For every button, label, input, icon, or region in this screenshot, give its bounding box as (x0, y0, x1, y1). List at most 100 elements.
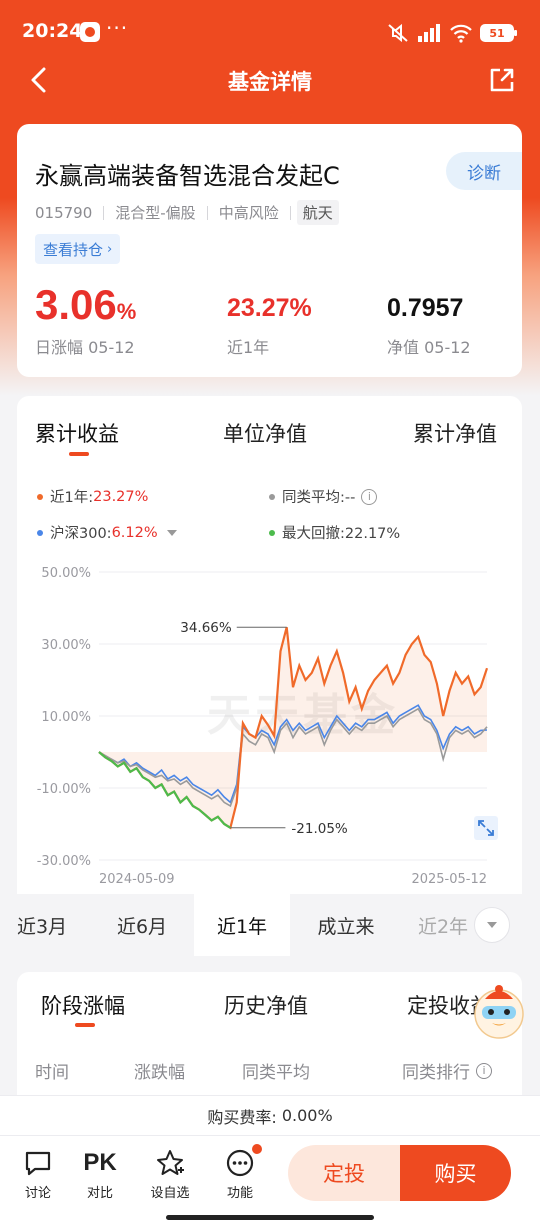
status-time: 20:24 (22, 20, 83, 42)
tab-unit-nav[interactable]: 单位净值 (223, 422, 307, 446)
discuss-label: 讨论 (24, 1186, 51, 1201)
mute-icon (388, 23, 408, 43)
fee-label: 购买费率: (207, 1107, 277, 1127)
return-chart[interactable]: 50.00% 30.00% 10.00% -10.00% -30.00% 天天基金 34.6… (17, 560, 522, 890)
range-6m[interactable]: 近6月 (116, 915, 168, 938)
range-3m[interactable]: 近3月 (16, 915, 68, 938)
legend-peer: 同类平均:-- i (269, 486, 378, 507)
more-functions-icon (226, 1149, 254, 1177)
buy-button[interactable]: 购买 (400, 1145, 511, 1201)
active-tab-indicator (75, 1023, 95, 1027)
fund-area (99, 627, 487, 828)
sip-button[interactable]: 定投 (288, 1145, 400, 1201)
one-year-return-label: 近1年 (227, 338, 270, 357)
page-title: 基金详情 (228, 70, 312, 94)
tab-cumulative-return[interactable]: 累计收益 (35, 422, 119, 446)
daily-change-label: 日涨幅 05-12 (35, 338, 135, 357)
compare-button[interactable]: PK 对比 (74, 1148, 126, 1201)
signal-icon (418, 24, 440, 42)
x-tick-label-start: 2024-05-09 (99, 872, 175, 887)
fund-type: 混合型-偏股 (115, 204, 196, 222)
info-icon[interactable]: i (476, 1062, 492, 1079)
legend-dot (37, 493, 43, 500)
status-bar: 20:24 ··· 51 (0, 0, 540, 62)
legend-peer-label: 同类平均:-- (282, 490, 356, 506)
chat-bubble-icon (25, 1151, 51, 1176)
compare-label: 对比 (86, 1186, 113, 1201)
chart-tabs: 累计收益 单位净值 累计净值 (17, 418, 522, 458)
legend-dot (37, 529, 43, 536)
y-tick-label: 50.00% (41, 566, 91, 581)
discuss-button[interactable]: 讨论 (12, 1148, 64, 1201)
divider (103, 205, 105, 220)
legend-dot (269, 529, 275, 536)
y-tick-label: -30.00% (37, 854, 91, 869)
tab-stage-return[interactable]: 阶段涨幅 (41, 994, 125, 1018)
theme-tag[interactable]: 航天 (296, 200, 339, 225)
chevron-down-icon (487, 922, 497, 928)
watchlist-label: 设自选 (150, 1186, 190, 1201)
back-icon[interactable] (26, 66, 54, 94)
fund-name: 永赢高端装备智选混合发起C (35, 162, 340, 190)
legend-fund-value: 23.27% (93, 488, 149, 505)
info-icon[interactable]: i (361, 488, 378, 505)
more-notifications-icon: ··· (106, 16, 129, 40)
notification-dot (252, 1144, 262, 1154)
one-year-return-value: 23.27% (227, 294, 312, 322)
weibo-app-icon (80, 22, 100, 42)
x-tick-label-end: 2025-05-12 (411, 872, 487, 887)
range-2y[interactable]: 近2年 (417, 915, 469, 938)
active-tab-indicator (69, 452, 89, 456)
pk-icon: PK (83, 1149, 117, 1176)
share-icon[interactable] (488, 66, 516, 94)
net-value-label: 净值 05-12 (387, 338, 471, 357)
series-line-peer (98, 707, 488, 808)
y-tick-label: 30.00% (41, 638, 91, 653)
daily-change: 3.06% 日涨幅 05-12 (35, 281, 136, 358)
chart-card: 累计收益 单位净值 累计净值 近1年: 23.27% 同类平均:-- i 沪深3… (17, 396, 522, 956)
range-selector: 近3月 近6月 近1年 成立来 近2年 (0, 894, 522, 956)
col-change: 涨跌幅 (134, 1063, 185, 1083)
dropdown-caret-icon (166, 529, 177, 536)
legend-drawdown: 最大回撤:22.17% (269, 522, 400, 543)
y-tick-label: 10.00% (41, 710, 91, 725)
range-1y[interactable]: 近1年 (194, 894, 290, 956)
legend-index-value: 6.12% (111, 524, 158, 541)
max-annotation: 34.66% (180, 620, 232, 636)
diagnose-button[interactable]: 诊断 (446, 152, 522, 190)
legend-drawdown-label: 最大回撤:22.17% (282, 526, 401, 542)
divider (206, 205, 208, 220)
legend-index-label: 沪深300: (50, 526, 112, 542)
col-peer-avg: 同类平均 (242, 1063, 310, 1083)
fee-value: 0.00% (281, 1106, 333, 1125)
fund-risk: 中高风险 (218, 204, 279, 222)
fund-code: 015790 (35, 203, 93, 222)
fund-summary-card: 永赢高端装备智选混合发起C 诊断 015790 混合型-偏股 中高风险 航天 查… (17, 124, 522, 377)
assistant-mascot-icon[interactable] (468, 980, 530, 1042)
fund-meta: 015790 混合型-偏股 中高风险 航天 (35, 200, 339, 225)
add-watchlist-button[interactable]: 设自选 (144, 1148, 196, 1201)
one-year-return: 23.27% 近1年 (227, 294, 312, 358)
legend-dot (269, 493, 275, 500)
series-line-index (98, 704, 488, 804)
legend-fund: 近1年: 23.27% (37, 486, 148, 507)
range-since-inception[interactable]: 成立来 (317, 915, 375, 938)
tab-cumulative-nav[interactable]: 累计净值 (413, 422, 497, 446)
min-annotation: -21.05% (291, 821, 348, 837)
purchase-fee: 购买费率: 0.00% (0, 1095, 540, 1135)
chevron-right-icon: › (107, 241, 113, 257)
legend-index[interactable]: 沪深300: 6.12% (37, 522, 177, 543)
daily-change-value: 3.06 (35, 281, 117, 328)
col-peer-rank: 同类排行 i (402, 1058, 492, 1083)
battery-icon: 51 (480, 24, 517, 42)
functions-button[interactable]: 功能 (214, 1144, 266, 1201)
y-tick-label: -10.00% (37, 782, 91, 797)
tab-history-nav[interactable]: 历史净值 (224, 994, 308, 1018)
col-time: 时间 (35, 1063, 69, 1083)
net-value: 0.7957 净值 05-12 (387, 296, 471, 358)
expand-chart-icon[interactable] (474, 816, 498, 840)
view-holdings-label: 查看持仓 (43, 240, 104, 259)
divider (289, 205, 291, 220)
more-ranges-button[interactable] (474, 907, 510, 943)
view-holdings-button[interactable]: 查看持仓 › (35, 234, 121, 264)
